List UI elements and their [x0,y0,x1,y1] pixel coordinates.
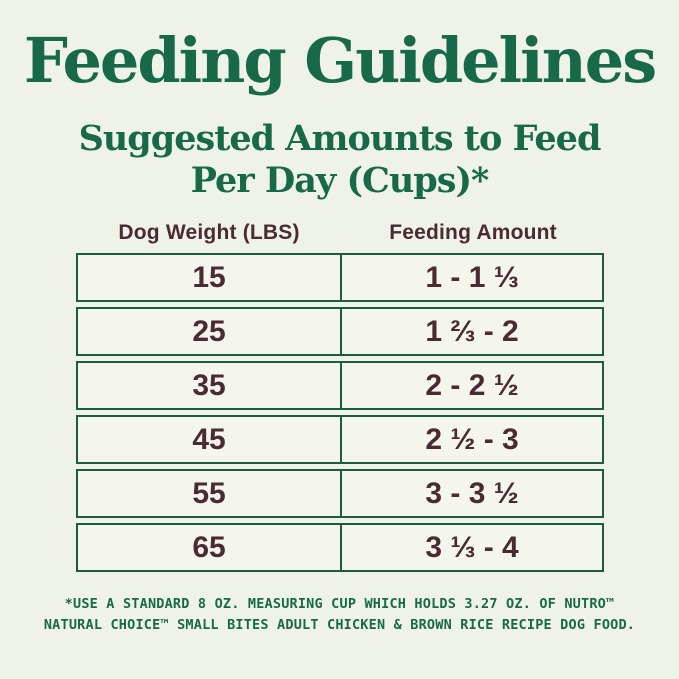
table-row: 55 3 - 3 ½ [76,469,604,518]
dog-weight-cell: 45 [78,417,343,462]
dog-weight-cell: 25 [78,309,343,354]
column-header-feeding-amount: Feeding Amount [389,221,557,244]
table-row: 45 2 ½ - 3 [76,415,604,464]
subtitle-line-1: Suggested Amounts to Feed [78,118,602,159]
dog-weight-cell: 15 [78,255,343,300]
feeding-amount-cell: 1 ⅔ - 2 [425,314,519,348]
page-title: Feeding Guidelines [23,24,657,97]
footnote: *USE A STANDARD 8 OZ. MEASURING CUP WHIC… [0,594,679,636]
table-row: 15 1 - 1 ⅓ [76,253,604,302]
feeding-amount-cell: 3 - 3 ½ [425,476,519,510]
feeding-amount-cell: 3 ⅓ - 4 [425,530,519,564]
page-subtitle: Suggested Amounts to Feed Per Day (Cups)… [0,118,679,202]
footnote-line-1: *USE A STANDARD 8 OZ. MEASURING CUP WHIC… [64,596,615,612]
table-row: 35 2 - 2 ½ [76,361,604,410]
dog-weight-cell: 65 [78,525,343,570]
footnote-line-2: NATURAL CHOICE™ SMALL BITES ADULT CHICKE… [43,617,636,633]
column-header-dog-weight: Dog Weight (LBS) [118,221,300,244]
table-column-headers: Dog Weight (LBS) Feeding Amount [76,221,604,245]
feeding-table: 15 1 - 1 ⅓ 25 1 ⅔ - 2 35 2 - 2 ½ 45 2 ½ … [76,253,604,577]
feeding-amount-cell: 2 - 2 ½ [425,368,519,402]
subtitle-line-2: Per Day (Cups)* [190,160,490,201]
table-row: 65 3 ⅓ - 4 [76,523,604,572]
feeding-amount-cell: 1 - 1 ⅓ [425,260,519,294]
dog-weight-cell: 55 [78,471,343,516]
table-row: 25 1 ⅔ - 2 [76,307,604,356]
feeding-amount-cell: 2 ½ - 3 [425,422,519,456]
dog-weight-cell: 35 [78,363,343,408]
